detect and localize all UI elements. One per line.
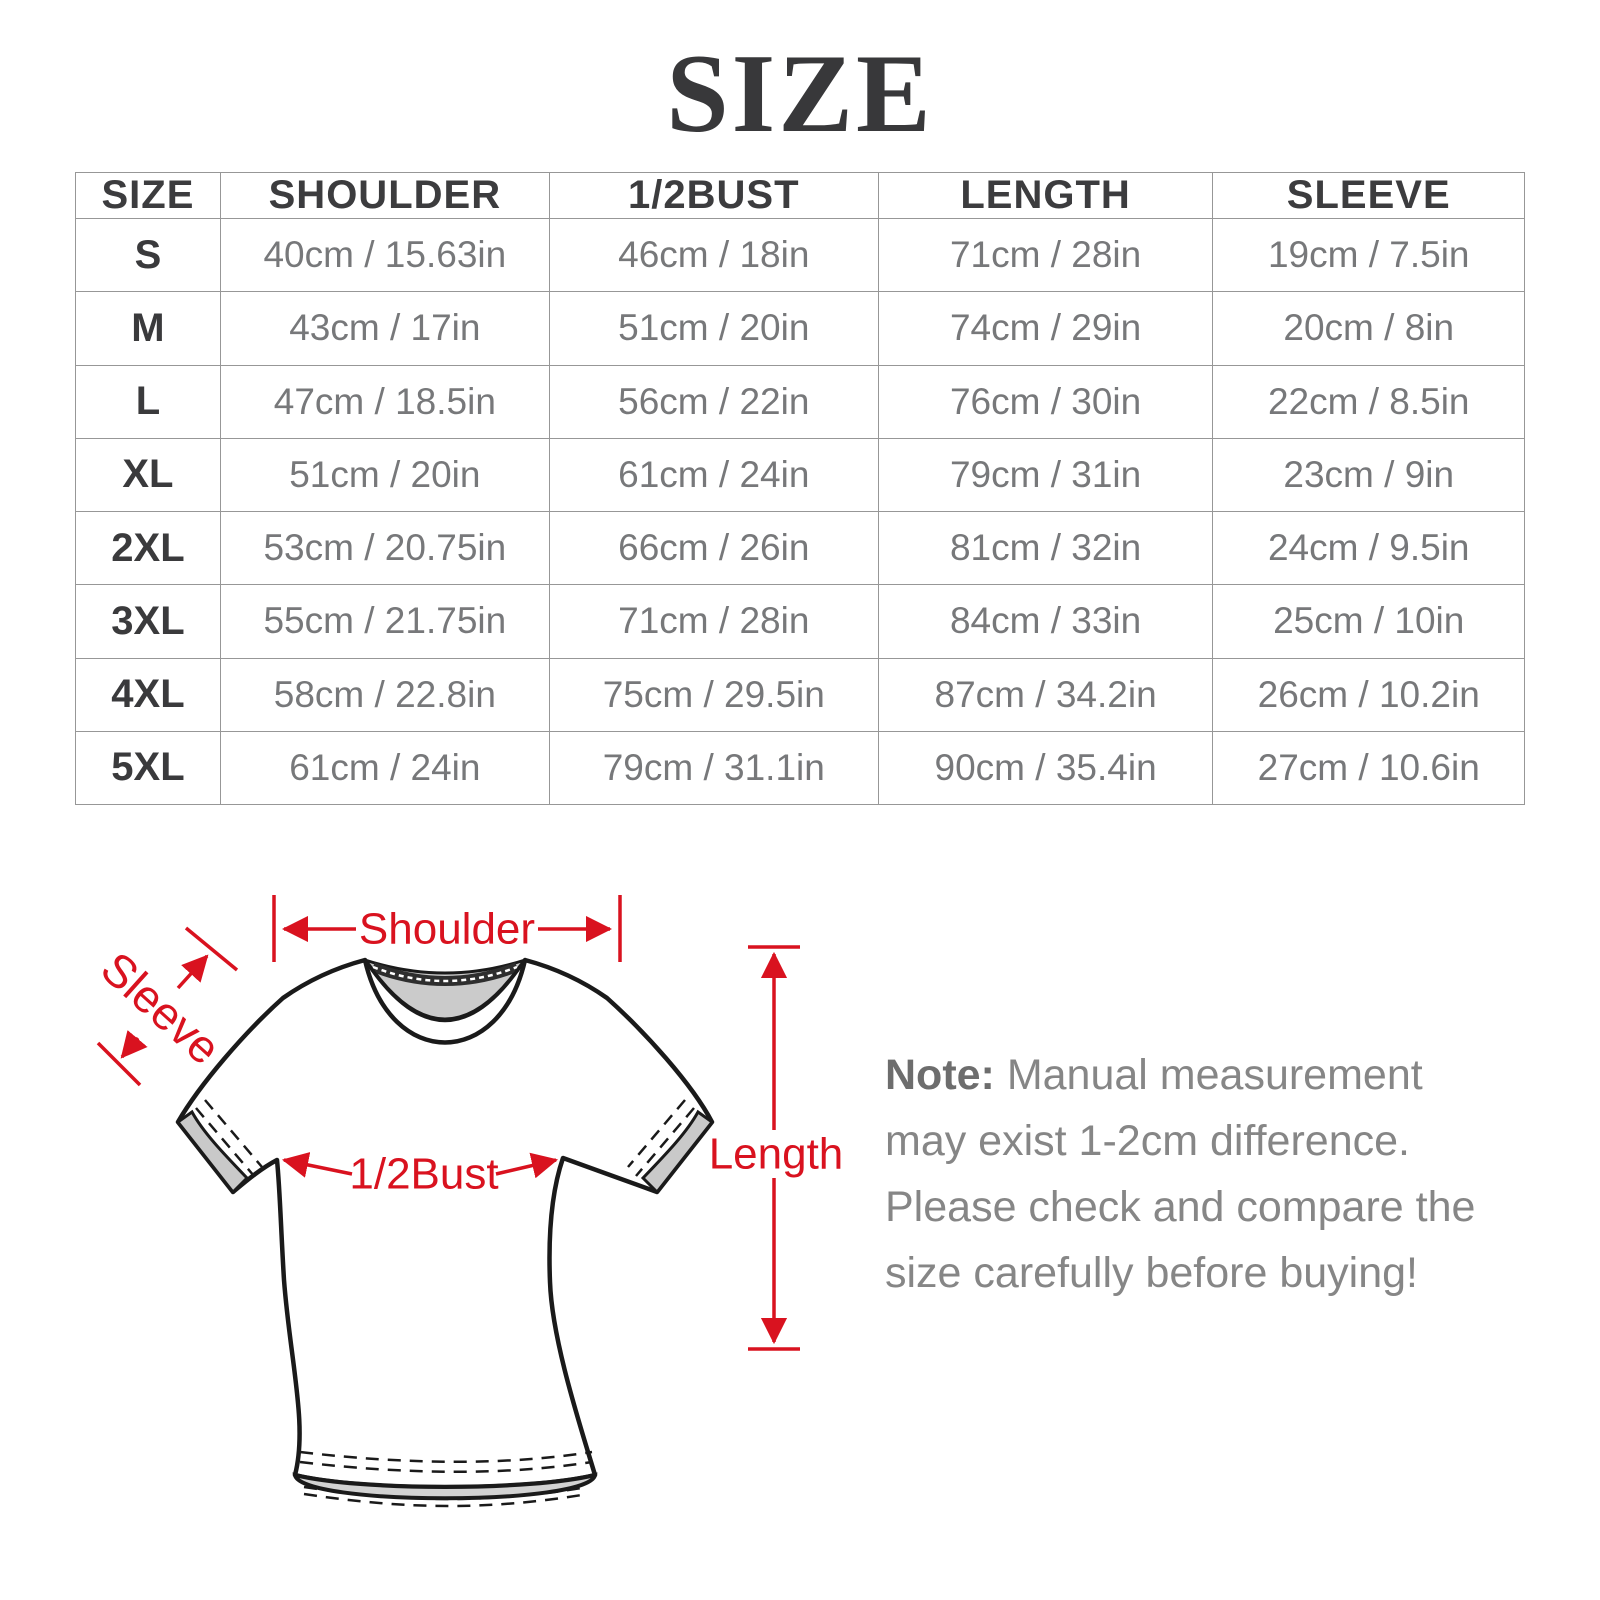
- shoulder-value: 47cm / 18.5in: [219, 364, 550, 439]
- column-header-length: LENGTH: [877, 172, 1214, 219]
- length-value: 79cm / 31in: [877, 437, 1214, 513]
- length-value: 87cm / 34.2in: [877, 657, 1214, 732]
- tshirt-diagram: Shoulder Sleeve 1/2Bust Length: [91, 895, 844, 1508]
- shoulder-value: 40cm / 15.63in: [219, 217, 550, 293]
- bust-value: 61cm / 24in: [548, 437, 879, 513]
- note-prefix: Note:: [885, 1051, 995, 1099]
- sleeve-value: 24cm / 9.5in: [1212, 510, 1525, 586]
- length-value: 71cm / 28in: [877, 217, 1214, 293]
- shoulder-value: 53cm / 20.75in: [219, 510, 550, 586]
- table-row: 3XL 55cm / 21.75in 71cm / 28in 84cm / 33…: [75, 584, 1525, 659]
- shoulder-value: 55cm / 21.75in: [219, 584, 550, 659]
- length-value: 76cm / 30in: [877, 364, 1214, 439]
- hem: [292, 1450, 598, 1508]
- shoulder-value: 51cm / 20in: [219, 437, 550, 513]
- size-label: 3XL: [75, 584, 221, 659]
- size-label: 4XL: [75, 657, 221, 732]
- note-body: Manual measurement may exist 1-2cm diffe…: [885, 1051, 1476, 1297]
- sleeve-value: 20cm / 8in: [1212, 291, 1525, 366]
- size-label: M: [75, 291, 221, 366]
- sleeve-value: 19cm / 7.5in: [1212, 217, 1525, 293]
- length-value: 81cm / 32in: [877, 510, 1214, 586]
- shoulder-value: 61cm / 24in: [219, 730, 550, 806]
- sleeve-value: 26cm / 10.2in: [1212, 657, 1525, 732]
- table-row: L 47cm / 18.5in 56cm / 22in 76cm / 30in …: [75, 364, 1525, 439]
- size-label: L: [75, 364, 221, 439]
- note-text: Note: Manual measurement may exist 1-2cm…: [885, 1042, 1495, 1306]
- measurement-diagram: Shoulder Sleeve 1/2Bust Length: [60, 860, 860, 1580]
- sleeve-value: 25cm / 10in: [1212, 584, 1525, 659]
- bust-value: 66cm / 26in: [548, 510, 879, 586]
- table-header-row: SIZE SHOULDER 1/2BUST LENGTH SLEEVE: [75, 172, 1525, 219]
- tshirt-outline: [175, 957, 715, 1508]
- size-label: 2XL: [75, 510, 221, 586]
- left-sleeve-cuff: [175, 1099, 263, 1195]
- column-header-sleeve: SLEEVE: [1212, 172, 1525, 219]
- size-label: 5XL: [75, 730, 221, 806]
- column-header-bust: 1/2BUST: [548, 172, 879, 219]
- shoulder-label: Shoulder: [359, 905, 535, 954]
- table-row: S 40cm / 15.63in 46cm / 18in 71cm / 28in…: [75, 217, 1525, 293]
- bust-value: 56cm / 22in: [548, 364, 879, 439]
- length-label: Length: [709, 1130, 844, 1179]
- bust-value: 51cm / 20in: [548, 291, 879, 366]
- length-dimension: [748, 945, 800, 1351]
- table-row: XL 51cm / 20in 61cm / 24in 79cm / 31in 2…: [75, 437, 1525, 513]
- length-value: 84cm / 33in: [877, 584, 1214, 659]
- size-label: XL: [75, 437, 221, 513]
- bust-value: 46cm / 18in: [548, 217, 879, 293]
- bust-label: 1/2Bust: [349, 1150, 498, 1199]
- shoulder-dimension: [272, 895, 622, 962]
- size-label: S: [75, 217, 221, 293]
- right-sleeve-cuff: [627, 1099, 715, 1195]
- bust-value: 71cm / 28in: [548, 584, 879, 659]
- sleeve-value: 22cm / 8.5in: [1212, 364, 1525, 439]
- bust-dimension: [281, 1152, 559, 1179]
- length-value: 74cm / 29in: [877, 291, 1214, 366]
- sleeve-value: 23cm / 9in: [1212, 437, 1525, 513]
- shoulder-value: 58cm / 22.8in: [219, 657, 550, 732]
- table-row: 4XL 58cm / 22.8in 75cm / 29.5in 87cm / 3…: [75, 657, 1525, 732]
- collar: [363, 958, 527, 1023]
- table-row: M 43cm / 17in 51cm / 20in 74cm / 29in 20…: [75, 291, 1525, 366]
- table-row: 5XL 61cm / 24in 79cm / 31.1in 90cm / 35.…: [75, 730, 1525, 806]
- length-value: 90cm / 35.4in: [877, 730, 1214, 806]
- bust-value: 79cm / 31.1in: [548, 730, 879, 806]
- column-header-shoulder: SHOULDER: [219, 172, 550, 219]
- column-header-size: SIZE: [75, 172, 221, 219]
- sleeve-value: 27cm / 10.6in: [1212, 730, 1525, 806]
- size-chart-table: SIZE SHOULDER 1/2BUST LENGTH SLEEVE S 40…: [75, 172, 1525, 806]
- bust-value: 75cm / 29.5in: [548, 657, 879, 732]
- sleeve-label: Sleeve: [91, 942, 230, 1075]
- sleeve-dimension: [96, 926, 239, 1087]
- measurement-annotations: [96, 895, 800, 1351]
- table-row: 2XL 53cm / 20.75in 66cm / 26in 81cm / 32…: [75, 510, 1525, 586]
- page-title: SIZE: [666, 32, 934, 156]
- shoulder-value: 43cm / 17in: [219, 291, 550, 366]
